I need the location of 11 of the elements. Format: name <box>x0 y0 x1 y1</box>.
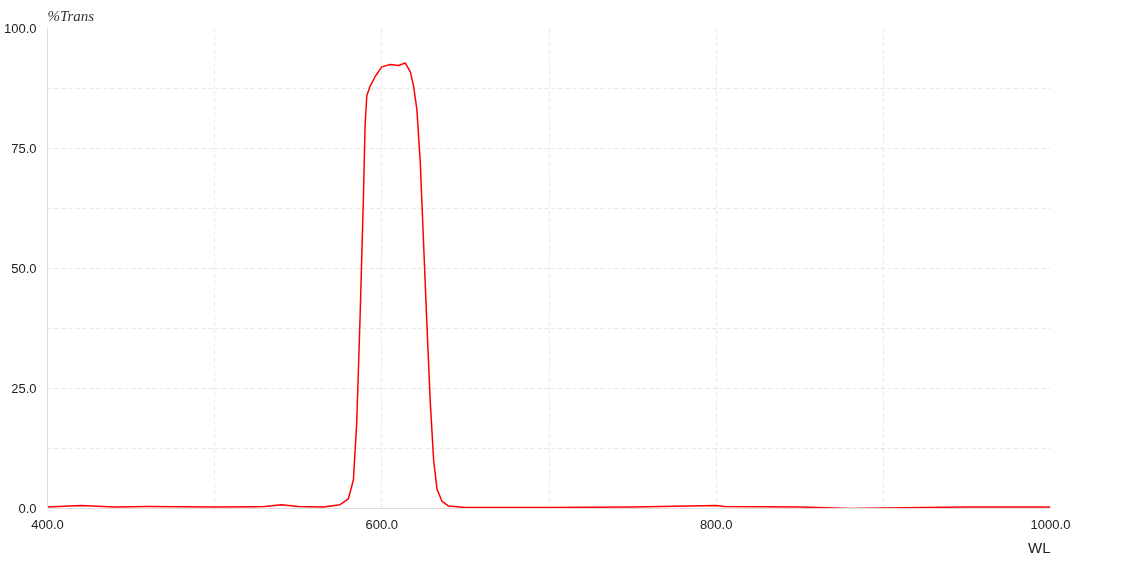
x-tick-label: 600.0 <box>365 516 399 532</box>
y-tick-label: 75.0 <box>11 141 37 156</box>
y-axis-title: %Trans <box>47 7 95 24</box>
y-tick-label: 50.0 <box>11 261 37 276</box>
x-axis-title: WL <box>1028 538 1051 556</box>
y-tick-label: 0.0 <box>18 501 37 516</box>
x-tick-label: 1000.0 <box>1030 516 1071 532</box>
x-tick-label: 800.0 <box>699 516 733 532</box>
x-tick-label: 400.0 <box>31 516 64 532</box>
y-tick-label: 100.0 <box>3 21 37 36</box>
y-tick-label: 25.0 <box>11 381 37 396</box>
